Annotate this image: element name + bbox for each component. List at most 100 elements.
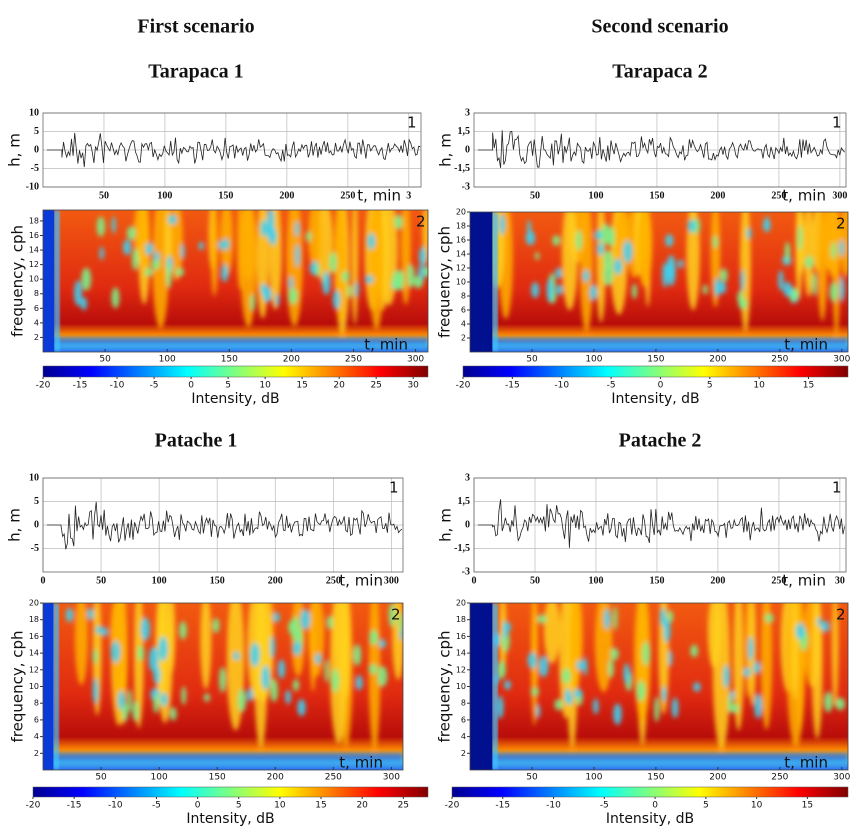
texture-spot [754, 693, 762, 719]
x-tick-label: 100 [585, 355, 602, 365]
texture-spot [740, 269, 745, 292]
x-axis-label: t, min [357, 187, 401, 205]
y-tick-label: 18 [456, 222, 466, 231]
texture-spot [642, 641, 650, 666]
y-tick-label: 6 [461, 306, 466, 315]
plot-frame [469, 602, 849, 771]
texture-spot [169, 210, 184, 281]
x-tick-label: 50 [99, 190, 109, 201]
texture-spot [92, 648, 98, 665]
texture-spot [504, 680, 511, 690]
y-tick-label: 8 [461, 699, 466, 708]
y-tick-label: 10 [456, 682, 466, 691]
y-tick-label: -1,5 [454, 163, 470, 174]
colorbar-tick-label: -10 [110, 381, 125, 391]
texture-strip-edge [492, 603, 498, 770]
texture-spot [127, 688, 132, 713]
texture-spot [314, 653, 322, 665]
texture-spot [123, 239, 132, 256]
waveform-sketch [47, 501, 403, 550]
colorbar-tick-label: 15 [315, 801, 326, 811]
texture-spot [110, 640, 121, 663]
x-tick-label: 100 [159, 355, 176, 365]
texture-spot [662, 262, 668, 288]
texture-spot [784, 241, 791, 263]
texture-spot [151, 258, 160, 270]
spectrogram-texture [43, 210, 428, 345]
texture-spot [308, 210, 322, 271]
x-tick-label: 250 [771, 575, 786, 586]
y-axis-label: h, m [6, 133, 24, 167]
texture-spot [839, 276, 845, 303]
texture-strip [43, 210, 55, 352]
y-tick-label: 1,5 [458, 126, 471, 137]
texture-spot [309, 603, 317, 692]
texture-spot [575, 230, 582, 251]
colorbar-tick-label: 5 [703, 801, 709, 811]
texture-spot [583, 657, 588, 676]
texture-spot [817, 617, 822, 627]
y-tick-label: 8 [461, 292, 466, 301]
texture-spot [275, 293, 280, 307]
texture-spot [603, 262, 614, 286]
texture-spot [594, 229, 603, 241]
texture-spot [733, 603, 744, 731]
texture-spot [223, 238, 230, 251]
colorbar-tick-label: 20 [356, 801, 368, 811]
texture-spot [241, 210, 257, 280]
colorbar-tick-label: 0 [195, 801, 201, 811]
y-tick-label: -1,5 [454, 543, 470, 554]
y-tick-label: 0 [34, 144, 39, 155]
texture-spot [603, 250, 613, 270]
texture-spot [297, 699, 306, 717]
texture-spot [637, 212, 653, 288]
texture-spot [667, 610, 674, 624]
texture-spot [369, 210, 384, 330]
texture-spot [423, 266, 428, 277]
y-tick-label: 16 [456, 632, 466, 641]
texture-spot [811, 603, 823, 740]
y-tick-label: 6 [34, 715, 39, 724]
y-tick-label: 12 [29, 260, 39, 269]
y-tick-label: 12 [456, 264, 466, 273]
y-tick-label: 10 [29, 472, 39, 483]
texture-spot [554, 698, 563, 711]
y-tick-label: 2 [34, 749, 39, 758]
texture-spot [743, 667, 751, 677]
spectrogram-image [470, 212, 848, 352]
x-tick-label: 100 [157, 190, 172, 201]
colorbar-tick-label: -20 [26, 801, 41, 811]
texture-spot [218, 240, 225, 250]
texture-spot [797, 225, 803, 251]
texture-spot [250, 642, 260, 667]
y-tick-label: 14 [29, 246, 39, 255]
plot-frame [473, 112, 847, 188]
texture-spot [663, 618, 671, 643]
texture-spot [96, 216, 106, 237]
texture-spot [369, 630, 379, 646]
y-tick-label: 3 [465, 107, 470, 118]
texture-spot [331, 668, 340, 693]
y-tick-label: -10 [26, 181, 39, 192]
texture-spot [753, 661, 761, 674]
texture-spot [603, 608, 611, 630]
texture-spot [525, 230, 536, 246]
texture-band [470, 338, 848, 345]
x-tick-label: 50 [530, 190, 540, 201]
texture-spot [236, 210, 244, 290]
x-tick-label: 150 [647, 355, 664, 365]
texture-spot [144, 267, 153, 277]
colorbar-label: Intensity, dB [186, 811, 274, 826]
colorbar-tick-label: -10 [546, 801, 561, 811]
colorbar [462, 365, 849, 378]
y-tick-label: 5 [34, 496, 39, 507]
texture-spot [290, 616, 300, 642]
spectrogram-image [470, 603, 848, 770]
y-tick-label: 20 [456, 208, 466, 217]
texture-spot [413, 276, 424, 289]
y-tick-label: 4 [461, 732, 466, 741]
texture-spot [148, 646, 159, 673]
texture-spot [388, 603, 396, 628]
y-tick-label: 0 [465, 519, 470, 530]
colorbar-tick-label: 5 [225, 381, 231, 391]
